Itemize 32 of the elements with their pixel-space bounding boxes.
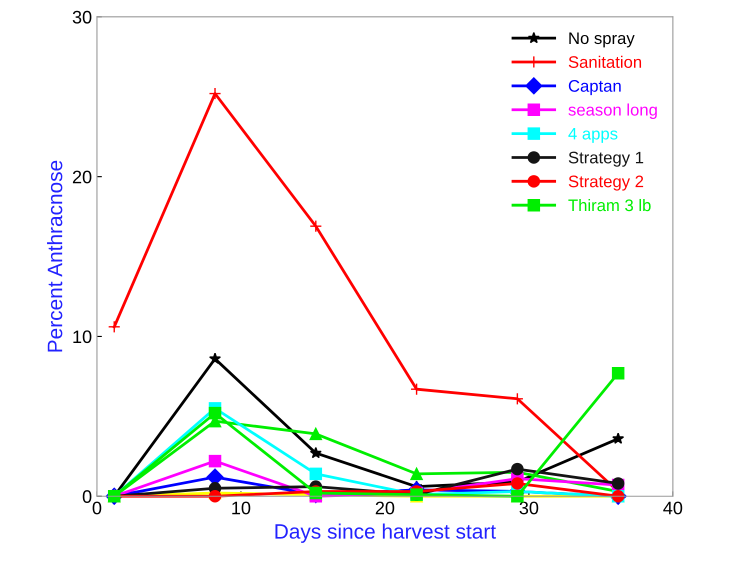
point [612,432,624,444]
point [310,220,322,232]
point [208,454,222,468]
y-tick-label: 30 [72,10,92,24]
x-tick-label: 10 [232,502,250,514]
y-tick-label: 0 [82,490,92,503]
y-axis-title: Percent Anthracnose [47,160,62,352]
legend-label: season long [568,103,657,120]
point [511,462,524,476]
point [612,366,624,380]
legend-label: Sanitation [568,56,642,68]
point [108,320,120,334]
point [209,352,221,364]
x-tick-label: 0 [92,502,102,514]
point [410,468,423,480]
x-tick-label: 20 [376,502,394,514]
legend-label: Strategy 1 [568,152,644,167]
legend-label: Strategy 2 [568,176,644,191]
legend-label: Thiram 3 lb [568,198,651,212]
point [310,468,322,480]
x-axis-title: Days since harvest start [275,523,496,543]
point [208,87,222,100]
y-tick-label: 20 [72,170,92,184]
legend-label: No spray [569,32,635,48]
legend-label: 4 apps [568,128,618,143]
x-tick-label: 40 [663,502,682,514]
y-tick-label: 10 [73,330,92,344]
x-tick-label: 30 [520,502,538,514]
point [310,446,322,458]
point [208,406,222,420]
legend-label: Captan [568,80,621,96]
point [310,428,322,440]
